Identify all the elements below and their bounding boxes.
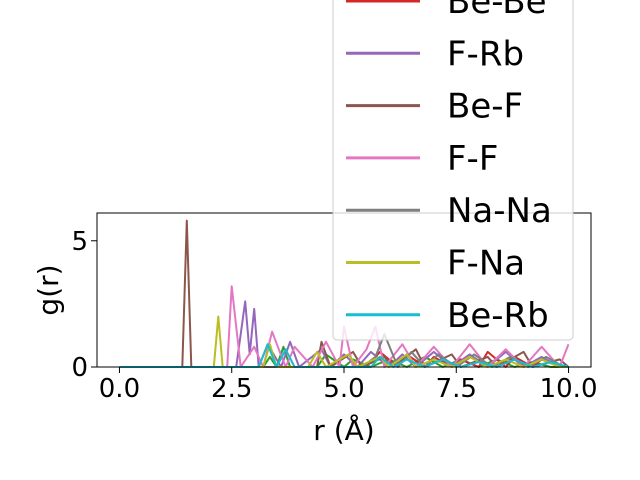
x-tick-label: 10.0 xyxy=(540,374,598,404)
series-line-f-f xyxy=(119,285,570,368)
x-tick-label: 5.0 xyxy=(323,374,364,404)
legend-label: Be-Rb xyxy=(447,296,549,336)
x-tick-label: 7.5 xyxy=(436,374,477,404)
legend-label: F-Rb xyxy=(447,34,524,74)
x-axis-ticks: 0.0 2.5 5.0 7.5 10.0 xyxy=(99,367,598,404)
y-axis-label: g(r) xyxy=(32,264,65,315)
legend-label: Be-F xyxy=(447,87,523,127)
legend-label: F-Na xyxy=(447,244,525,284)
legend-label: Be-Be xyxy=(447,0,547,22)
y-axis-ticks: 05 xyxy=(71,227,97,383)
y-tick-label: 0 xyxy=(71,353,88,383)
x-axis-label: r (Å) xyxy=(313,413,374,447)
legend-label: F-F xyxy=(447,139,498,179)
y-tick-label: 5 xyxy=(71,227,88,257)
x-tick-label: 2.5 xyxy=(211,374,252,404)
legend-box xyxy=(332,0,574,341)
x-tick-label: 0.0 xyxy=(99,374,140,404)
legend-label: Na-Na xyxy=(447,191,552,231)
legend: Be-Be F-Rb Be-F F-F Na-Na F-Na Be-Rb xyxy=(332,0,574,341)
